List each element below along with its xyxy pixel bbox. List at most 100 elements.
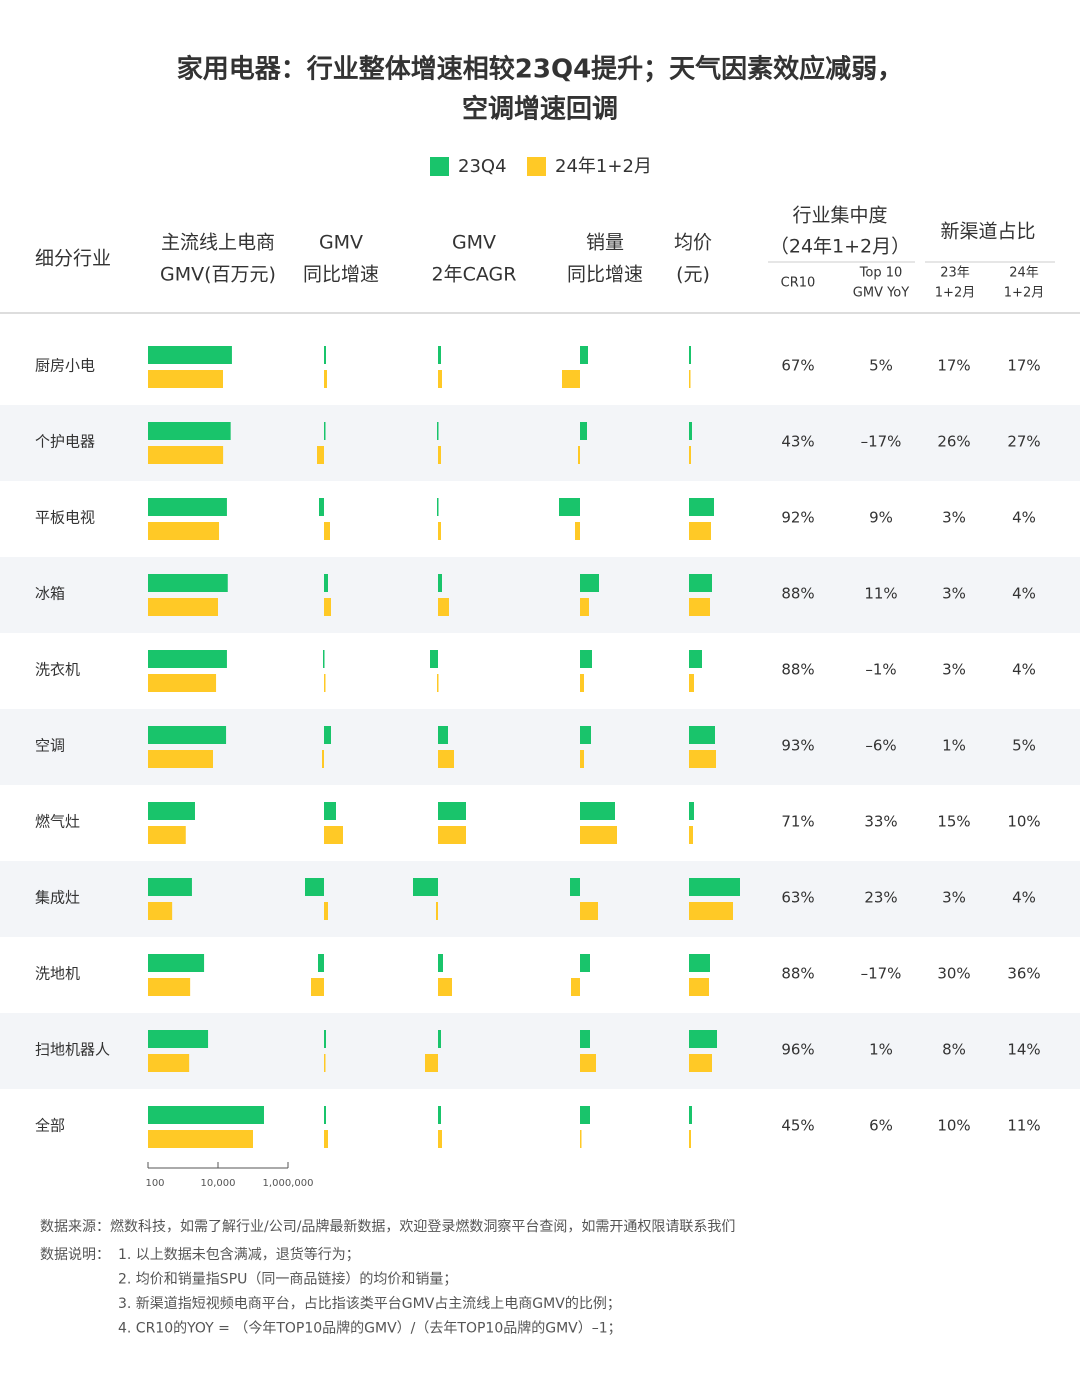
nc24-cell: 27%: [1007, 433, 1040, 451]
row-band: [0, 405, 1080, 481]
top10_yoy-cell: 5%: [869, 357, 893, 375]
cagr-bar: [436, 902, 438, 920]
nc24-cell: 14%: [1007, 1041, 1040, 1059]
volume_yoy-bar: [580, 650, 592, 668]
gmv-bar: [148, 826, 186, 844]
nc23-cell: 1%: [942, 737, 966, 755]
top10_yoy-cell: 6%: [869, 1117, 893, 1135]
x-tick-label: 10,000: [201, 1178, 236, 1189]
x-tick-label: 100: [145, 1178, 164, 1189]
header: 销量: [586, 232, 624, 254]
cr10-cell: 88%: [781, 585, 814, 603]
price-bar: [689, 446, 691, 464]
gmv-bar: [148, 902, 173, 920]
cagr-bar: [438, 1106, 441, 1124]
price-bar: [689, 598, 710, 616]
cagr-bar: [438, 802, 466, 820]
note: 4. CR10的YOY = （今年TOP10品牌的GMV）/（去年TOP10品牌…: [118, 1320, 622, 1337]
category-label: 厨房小电: [35, 357, 95, 375]
gmv-bar: [148, 802, 195, 820]
note: 数据来源：燃数科技，如需了解行业/公司/品牌最新数据，欢迎登录燃数洞察平台查阅，…: [40, 1218, 735, 1235]
volume_yoy-bar: [580, 674, 584, 692]
gmv_yoy-bar: [324, 346, 326, 364]
cagr-bar: [438, 446, 441, 464]
row-band: [0, 1013, 1080, 1089]
cr10-cell: 93%: [781, 737, 814, 755]
gmv-bar: [148, 346, 232, 364]
cagr-bar: [437, 498, 439, 516]
legend-label: 24年1+2月: [555, 156, 652, 177]
cagr-bar: [430, 650, 438, 668]
volume_yoy-bar: [578, 446, 580, 464]
gmv-bar: [148, 750, 214, 768]
gmv_yoy-bar: [319, 498, 324, 516]
header: GMV: [452, 232, 496, 254]
top10_yoy-cell: –1%: [865, 661, 896, 679]
nc23-cell: 3%: [942, 585, 966, 603]
legend-label: 23Q4: [458, 156, 507, 177]
gmv_yoy-bar: [324, 902, 328, 920]
volume_yoy-bar: [570, 878, 580, 896]
category-label: 个护电器: [35, 433, 95, 451]
gmv_yoy-bar: [311, 978, 324, 996]
gmv-bar: [148, 574, 228, 592]
row-band: [0, 557, 1080, 633]
nc23-cell: 30%: [937, 965, 970, 983]
gmv_yoy-bar: [324, 1054, 326, 1072]
volume_yoy-bar: [580, 826, 617, 844]
nc24-cell: 11%: [1007, 1117, 1040, 1135]
nc23-cell: 17%: [937, 357, 970, 375]
title: 家用电器：行业整体增速相较23Q4提升；天气因素效应减弱，: [177, 54, 903, 85]
row-band: [0, 709, 1080, 785]
nc24-cell: 5%: [1012, 737, 1036, 755]
top10_yoy-cell: 11%: [864, 585, 897, 603]
gmv-bar: [148, 878, 192, 896]
header: 细分行业: [35, 248, 111, 270]
nc24-cell: 10%: [1007, 813, 1040, 831]
price-bar: [689, 802, 694, 820]
nc23-cell: 3%: [942, 889, 966, 907]
cagr-bar: [438, 750, 454, 768]
gmv_yoy-bar: [323, 650, 325, 668]
gmv_yoy-bar: [324, 1130, 328, 1148]
volume_yoy-bar: [562, 370, 580, 388]
cr10-cell: 45%: [781, 1117, 814, 1135]
cagr-bar: [438, 1030, 441, 1048]
gmv-bar: [148, 1030, 209, 1048]
gmv_yoy-bar: [324, 522, 330, 540]
gmv_yoy-bar: [322, 750, 324, 768]
header: GMV YoY: [853, 286, 909, 301]
cagr-bar: [438, 954, 443, 972]
price-bar: [689, 954, 710, 972]
gmv_yoy-bar: [324, 726, 331, 744]
price-bar: [689, 1130, 691, 1148]
gmv_yoy-bar: [324, 1106, 326, 1124]
gmv_yoy-bar: [324, 370, 327, 388]
gmv_yoy-bar: [324, 826, 343, 844]
volume_yoy-bar: [580, 802, 615, 820]
category-label: 空调: [35, 737, 65, 755]
legend-swatch: [527, 157, 546, 176]
cr10-cell: 67%: [781, 357, 814, 375]
header: GMV(百万元): [160, 264, 276, 286]
price-bar: [689, 522, 711, 540]
cagr-bar: [438, 346, 441, 364]
category-label: 洗衣机: [35, 661, 80, 679]
cagr-bar: [413, 878, 438, 896]
nc23-cell: 3%: [942, 661, 966, 679]
cagr-bar: [438, 826, 466, 844]
gmv-bar: [148, 446, 224, 464]
gmv_yoy-bar: [305, 878, 324, 896]
volume_yoy-bar: [575, 522, 580, 540]
cagr-bar: [438, 1130, 442, 1148]
nc24-cell: 36%: [1007, 965, 1040, 983]
category-label: 全部: [35, 1117, 65, 1135]
nc24-cell: 4%: [1012, 661, 1036, 679]
category-label: 扫地机器人: [35, 1041, 110, 1059]
gmv_yoy-bar: [324, 1030, 326, 1048]
category-label: 集成灶: [35, 889, 80, 907]
top10_yoy-cell: –17%: [861, 433, 902, 451]
gmv_yoy-bar: [324, 422, 326, 440]
top10_yoy-cell: 1%: [869, 1041, 893, 1059]
